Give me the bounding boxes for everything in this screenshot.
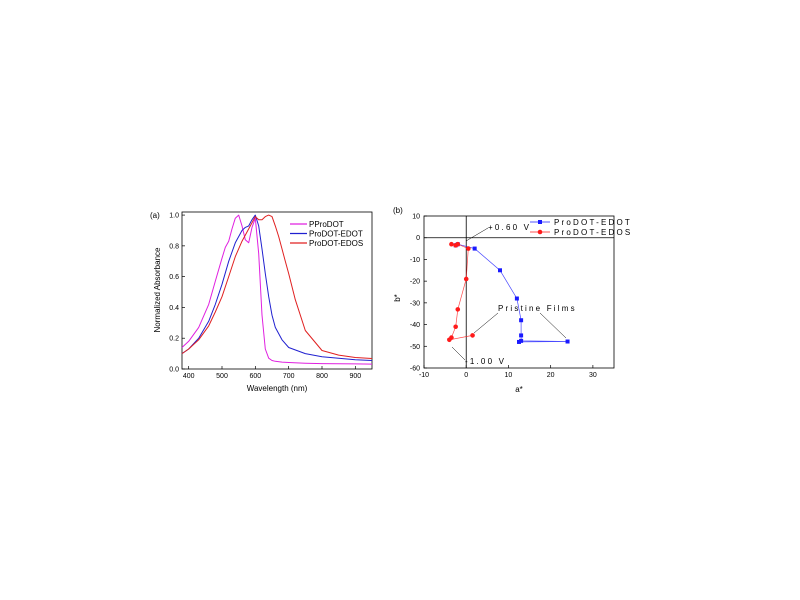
data-point-circle [463,276,469,282]
y-tick-label: 0.4 [169,305,179,312]
data-point-circle [447,337,452,343]
y-tick-label: 10 [412,214,420,221]
series-line-prodot-edos [448,243,473,341]
annotation-arrow [473,312,499,334]
data-point-square [517,339,521,344]
panel-a-series [181,214,373,365]
y-tick-label: -60 [410,366,420,373]
panel-a-ticks: 400 500 600 700 800 900 0.0 0.2 0.4 0.6 0.8 1.0 [169,213,361,380]
panel-a-plot-frame [181,211,373,370]
series-line-pprodot [181,214,373,365]
legend-label: ProDOT-EDOT [309,230,363,239]
data-point-square [519,318,524,323]
data-point-square [519,333,524,338]
data-point-square [472,246,477,251]
legend-marker [538,220,542,224]
panel-b-annotations: +0.60 V Pristine Films -1.00 V [451,223,577,366]
y-tick-label: -50 [410,344,420,351]
x-tick-label: 800 [316,373,328,380]
panel-b-ticks: -10 0 10 20 30 10 0 -10 -20 -30 -40 -50 -60 [410,214,597,380]
y-tick-label: -10 [410,257,420,264]
y-tick-label: -30 [410,300,420,307]
x-tick-label: 30 [589,372,597,379]
x-tick-label: 10 [505,372,513,379]
annotation-negative-potential: -1.00 V [465,357,506,366]
panel-a-absorbance-chart: (a) 400 500 600 700 800 900 0.0 0.2 0.4 0.6 0.8 1.0… [150,211,373,393]
data-point-circle [470,333,475,338]
data-point-square [565,339,570,344]
panel-a-y-axis-label: Normalized Absorbance [153,247,162,332]
panel-b-zero-axes [424,216,614,368]
data-point-circle [453,324,458,330]
data-point-circle [455,241,461,247]
panel-a-label: (a) [150,211,160,220]
annotation-positive-potential: +0.60 V [488,223,531,232]
panel-b-y-axis-label: b* [393,294,402,302]
x-tick-label: 0 [464,372,468,379]
panel-b-plot-frame [423,215,615,369]
panel-b-color-coordinates-chart: (b) -10 0 10 20 30 10 0 -10 -20 -30 -40 -50 -60 +0.6… [393,206,632,394]
data-point-square [498,268,502,273]
annotation-arrow [451,346,466,361]
series-line-prodot-edot [181,214,373,361]
data-point-square [514,296,519,301]
annotation-arrow [539,312,567,339]
y-tick-label: 0 [416,235,420,242]
legend-label: PProDOT [309,220,344,229]
data-point-circle [449,241,454,247]
y-tick-label: 1.0 [169,213,179,220]
data-point-square [519,338,524,343]
x-tick-label: 900 [349,373,361,380]
x-tick-label: 20 [547,372,555,379]
x-tick-label: -10 [419,372,429,379]
series-line-prodot-edos [181,214,373,359]
series-line-prodot-edot [455,243,568,343]
legend-label: ProDOT-EDOS [554,228,632,237]
panel-a-x-axis-label: Wavelength (nm) [247,384,308,393]
x-tick-label: 600 [249,373,261,380]
legend-marker [537,229,543,235]
data-point-circle [466,246,471,251]
y-tick-label: 0.2 [169,336,179,343]
panel-b-series [447,241,570,344]
y-tick-label: 0.6 [169,274,179,281]
y-tick-label: 0.8 [169,243,179,250]
annotation-arrow [465,227,489,242]
y-tick-label: -40 [410,322,420,329]
data-point-circle [455,307,461,312]
legend-label: ProDOT-EDOS [309,239,363,248]
x-tick-label: 400 [183,373,195,380]
x-tick-label: 700 [283,373,295,380]
panel-b-x-axis-label: a* [515,385,523,394]
x-tick-label: 500 [216,373,228,380]
annotation-pristine-films: Pristine Films [498,304,577,313]
legend-label: ProDOT-EDOT [554,218,632,227]
y-tick-label: 0.0 [169,367,179,374]
panel-b-label: (b) [393,206,403,215]
y-tick-label: -20 [410,279,420,286]
